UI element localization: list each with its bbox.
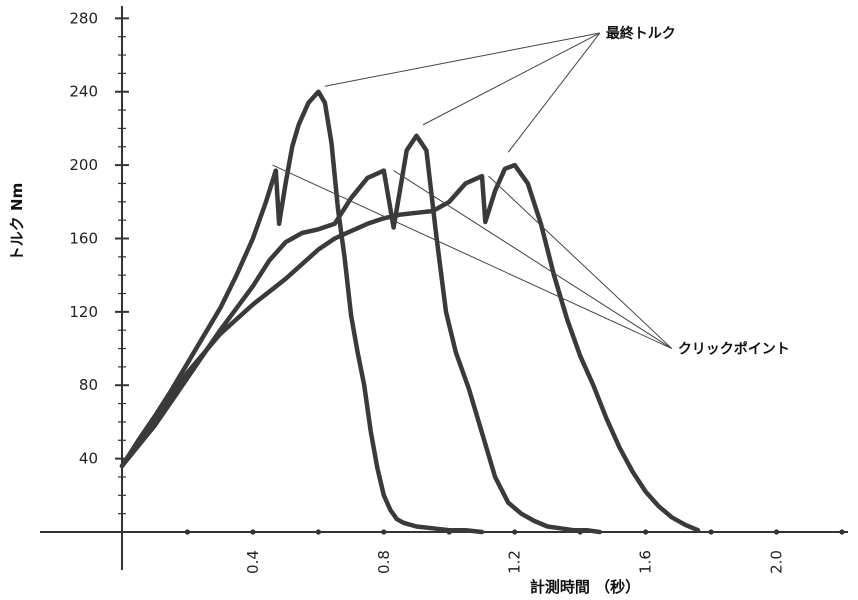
x-axis-marker — [381, 529, 387, 535]
x-axis-marker — [643, 529, 649, 535]
x-axis-marker — [250, 529, 256, 535]
annotation-leader-line — [422, 32, 601, 126]
click-point-label: クリックポイント — [678, 341, 790, 358]
y-tick-label: 160 — [69, 229, 98, 247]
x-axis-marker — [839, 529, 845, 535]
series-line-2 — [119, 162, 701, 533]
series-layer — [119, 89, 701, 535]
x-axis-marker — [512, 529, 518, 535]
x-axis-title: 計測時間 （秒） — [530, 578, 640, 596]
x-tick-label: 0.8 — [375, 550, 393, 574]
x-axis-marker — [773, 529, 780, 535]
series-line-3 — [119, 133, 603, 535]
annotation-leader-line — [507, 32, 601, 153]
y-axis-title: トルク Nm — [8, 183, 26, 261]
y-tick-label: 200 — [69, 156, 98, 174]
x-tick-label: 1.6 — [637, 550, 655, 574]
annotation-leader-line — [393, 170, 673, 349]
y-tick-label: 40 — [79, 450, 98, 468]
x-tick-label: 2.0 — [768, 550, 786, 574]
x-tick-label: 0.4 — [244, 550, 262, 574]
final-torque-label: 最終トルク — [606, 25, 676, 42]
annotation-leader-line — [324, 32, 600, 87]
series-line-1 — [119, 89, 485, 535]
x-axis-marker — [708, 529, 714, 535]
x-tick-label: 1.2 — [506, 550, 524, 574]
annotation-leader-line — [272, 164, 673, 350]
annotation-leader-line — [488, 175, 673, 349]
y-tick-label: 120 — [69, 303, 98, 321]
x-axis-marker — [315, 529, 321, 535]
y-tick-label: 80 — [79, 376, 98, 394]
y-tick-label: 280 — [69, 9, 98, 27]
axis-ticks: 40 80 120 160 200 240 280 0.4 0.8 1.2 1.6 2.0 — [69, 9, 845, 574]
x-axis-marker — [184, 529, 191, 535]
y-tick-label: 240 — [69, 83, 98, 101]
